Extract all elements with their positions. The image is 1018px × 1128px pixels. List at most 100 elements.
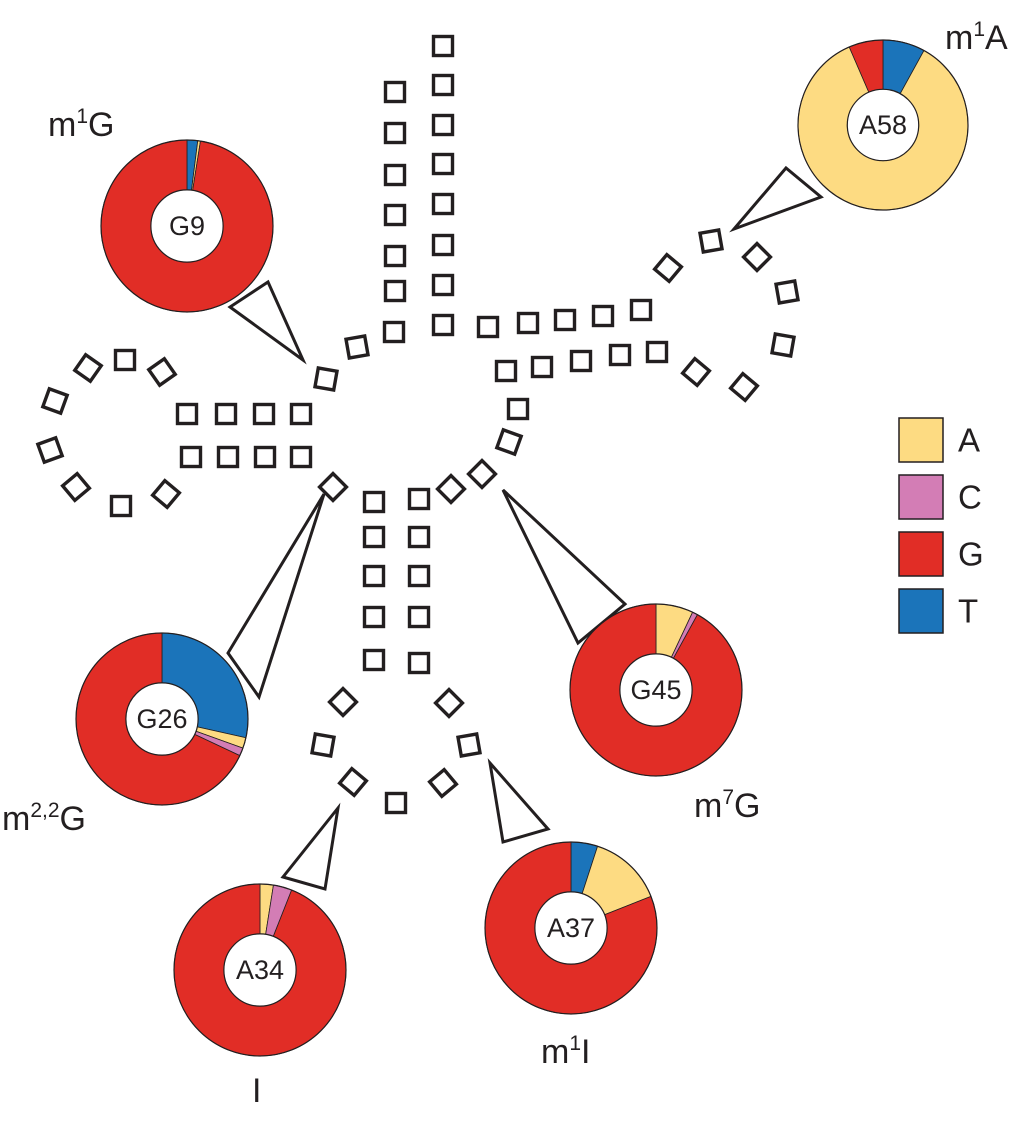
- nucleotide: [146, 356, 178, 388]
- donut-outline: [797, 39, 969, 211]
- nucleotide: [435, 473, 467, 505]
- legend: A C G T: [898, 417, 984, 634]
- callout-pointer: [487, 758, 551, 844]
- legend-label-G: G: [958, 536, 984, 573]
- legend-swatch-G: [898, 531, 944, 577]
- nucleotide: [431, 73, 455, 97]
- nucleotide: [216, 445, 240, 469]
- nucleotide: [384, 791, 408, 815]
- nucleotide: [214, 402, 238, 426]
- donut-chart-G9: G9: [100, 139, 274, 313]
- nucleotide: [591, 304, 615, 328]
- mod-label-A37: m1I: [541, 1032, 590, 1071]
- donut-hole: [534, 891, 608, 965]
- nucleotide: [770, 332, 796, 358]
- nucleotide: [109, 494, 133, 518]
- nucleotide: [407, 605, 431, 629]
- donut-outline: [173, 883, 347, 1057]
- nucleotide: [252, 402, 276, 426]
- nucleotide: [383, 80, 407, 104]
- nucleotide: [407, 487, 431, 511]
- nucleotide: [680, 356, 712, 388]
- donut-hole: [223, 933, 297, 1007]
- site-label-G9: G9: [169, 211, 205, 241]
- nucleotide: [383, 244, 407, 268]
- legend-swatch-T: [898, 588, 944, 634]
- nucleotide: [431, 34, 455, 58]
- nucleotide: [60, 471, 92, 503]
- nucleotide: [530, 355, 554, 379]
- legend-label-T: T: [958, 593, 978, 630]
- callout-pointer: [280, 802, 341, 891]
- nucleotide: [150, 478, 182, 510]
- nucleotide: [645, 340, 669, 364]
- nucleotide: [175, 402, 199, 426]
- nucleotide: [407, 525, 431, 549]
- callout-pointers: [226, 165, 824, 891]
- mod-label-G45: m7G: [694, 786, 760, 825]
- nucleotide: [431, 313, 455, 337]
- legend-swatch-A: [898, 417, 944, 463]
- nucleotide: [407, 564, 431, 588]
- donut-chart-G45: G45: [569, 603, 743, 777]
- site-label-A37: A37: [547, 913, 595, 943]
- nucleotide: [289, 402, 313, 426]
- site-label-G45: G45: [630, 675, 681, 705]
- nucleotide: [289, 445, 313, 469]
- nucleotide: [337, 766, 369, 798]
- donut-chart-A58: A58: [797, 39, 969, 211]
- mod-label-G9: m1G: [48, 105, 114, 144]
- donut-hole: [125, 682, 199, 756]
- site-label-A58: A58: [859, 110, 907, 140]
- nucleotide: [383, 203, 407, 227]
- donut-chart-A37: A37: [484, 841, 658, 1015]
- legend-swatch-C: [898, 474, 944, 520]
- nucleotide: [35, 435, 65, 465]
- nucleotide: [362, 605, 386, 629]
- nucleotide: [456, 732, 482, 758]
- donut-hole: [846, 88, 920, 162]
- nucleotide: [317, 471, 349, 503]
- nucleotide: [516, 311, 540, 335]
- nucleotide: [313, 366, 339, 392]
- nucleotide: [466, 458, 498, 490]
- nucleotide: [407, 651, 431, 675]
- callout-pointer: [227, 279, 307, 365]
- nucleotide: [569, 349, 593, 373]
- trna-cloverleaf: [35, 34, 800, 815]
- callout-pointer: [729, 165, 824, 233]
- donut-chart-A34: A34: [173, 883, 347, 1057]
- nucleotide: [113, 348, 137, 372]
- donut-hole: [150, 189, 224, 263]
- nucleotide: [327, 686, 359, 718]
- nucleotide: [433, 687, 465, 719]
- nucleotide: [362, 648, 386, 672]
- nucleotide: [494, 427, 524, 457]
- nucleotide: [431, 192, 455, 216]
- donut-outline: [569, 603, 743, 777]
- nucleotide: [431, 152, 455, 176]
- nucleotide: [383, 279, 407, 303]
- nucleotide: [774, 279, 800, 305]
- donut-chart-G26: G26: [75, 632, 249, 806]
- nucleotide: [382, 320, 406, 344]
- nucleotide: [506, 397, 530, 421]
- legend-label-A: A: [958, 422, 980, 459]
- nucleotide: [362, 525, 386, 549]
- nucleotide: [741, 241, 773, 273]
- nucleotide: [629, 298, 653, 322]
- donut-outline: [100, 139, 274, 313]
- nucleotide: [431, 233, 455, 257]
- donut-outline: [75, 632, 249, 806]
- nucleotide: [476, 315, 500, 339]
- nucleotide: [362, 490, 386, 514]
- nucleotide: [344, 334, 370, 360]
- donut-outline: [484, 841, 658, 1015]
- nucleotide: [179, 445, 203, 469]
- mod-label-G26: m2,2G: [2, 799, 86, 838]
- legend-label-C: C: [958, 479, 982, 516]
- nucleotide: [72, 352, 104, 384]
- nucleotide: [431, 113, 455, 137]
- nucleotide: [652, 252, 684, 284]
